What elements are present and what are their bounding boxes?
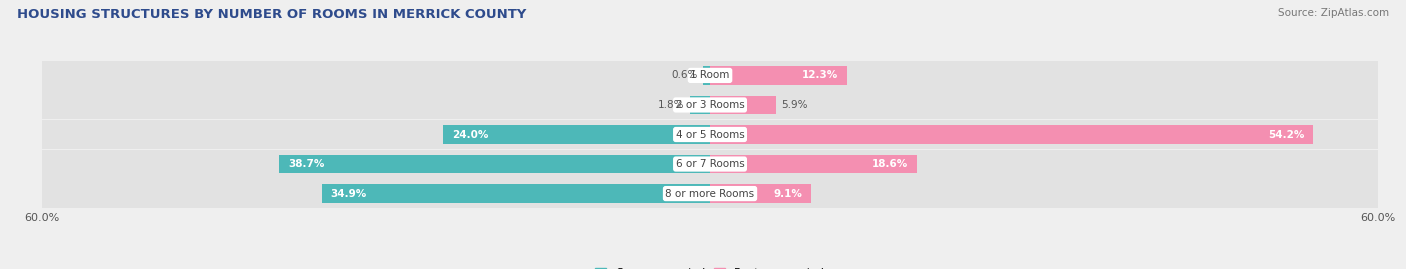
Bar xyxy=(42,150,1378,179)
Bar xyxy=(710,96,776,114)
Text: 0.6%: 0.6% xyxy=(672,70,697,80)
Bar xyxy=(42,120,1378,149)
Text: 1 Room: 1 Room xyxy=(690,70,730,80)
Text: 54.2%: 54.2% xyxy=(1268,129,1305,140)
Text: 5.9%: 5.9% xyxy=(782,100,808,110)
Text: 38.7%: 38.7% xyxy=(288,159,325,169)
Text: 1.8%: 1.8% xyxy=(658,100,685,110)
Text: HOUSING STRUCTURES BY NUMBER OF ROOMS IN MERRICK COUNTY: HOUSING STRUCTURES BY NUMBER OF ROOMS IN… xyxy=(17,8,526,21)
Text: 9.1%: 9.1% xyxy=(773,189,803,199)
Bar xyxy=(710,155,917,173)
Bar xyxy=(703,66,710,84)
Text: 12.3%: 12.3% xyxy=(801,70,838,80)
Bar xyxy=(690,96,710,114)
Bar xyxy=(710,125,1313,144)
Bar xyxy=(42,179,1378,208)
Text: 8 or more Rooms: 8 or more Rooms xyxy=(665,189,755,199)
Bar xyxy=(443,125,710,144)
Text: 2 or 3 Rooms: 2 or 3 Rooms xyxy=(676,100,744,110)
Text: 34.9%: 34.9% xyxy=(330,189,367,199)
Bar xyxy=(322,185,710,203)
Bar xyxy=(280,155,710,173)
Bar xyxy=(710,66,846,84)
Bar xyxy=(710,185,811,203)
Text: 6 or 7 Rooms: 6 or 7 Rooms xyxy=(676,159,744,169)
Text: 4 or 5 Rooms: 4 or 5 Rooms xyxy=(676,129,744,140)
Bar xyxy=(42,90,1378,119)
Text: 24.0%: 24.0% xyxy=(451,129,488,140)
Legend: Owner-occupied, Renter-occupied: Owner-occupied, Renter-occupied xyxy=(591,263,830,269)
Text: Source: ZipAtlas.com: Source: ZipAtlas.com xyxy=(1278,8,1389,18)
Text: 18.6%: 18.6% xyxy=(872,159,908,169)
Bar xyxy=(42,61,1378,90)
